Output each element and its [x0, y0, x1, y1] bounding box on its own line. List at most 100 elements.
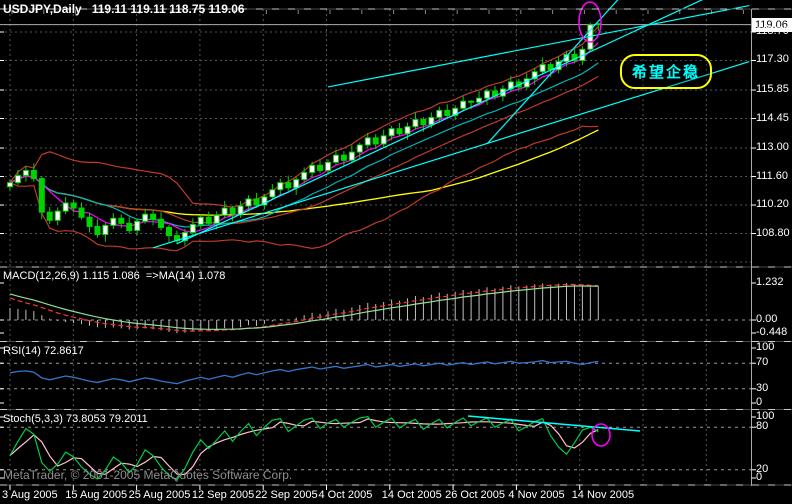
- macd-signal-line: [9, 283, 599, 332]
- annotation-text-box[interactable]: 希望企稳: [620, 54, 713, 89]
- candle-body: [110, 217, 117, 226]
- ma-mid-line: [9, 62, 599, 228]
- candle-body: [126, 222, 133, 231]
- rsi-axis-label: 100: [756, 341, 775, 353]
- candle-body: [134, 220, 141, 231]
- watermark: MetaTrader, © 2001-2005 MetaQuotes Softw…: [3, 468, 293, 482]
- date-axis-label: 4 Nov 2005: [508, 489, 565, 501]
- candle-body: [539, 64, 546, 73]
- stoch-axis-label: 20: [756, 462, 769, 475]
- candle-body: [277, 182, 284, 191]
- trendline: [176, 0, 704, 245]
- rsi-line: [9, 359, 599, 385]
- candle-body: [332, 154, 339, 163]
- rsi-axis-label: 0: [756, 396, 763, 408]
- price-axis-label: 118.70: [756, 25, 789, 37]
- rsi-axis-label: 70: [756, 356, 769, 369]
- candle-body: [301, 171, 308, 181]
- ellipse-marker: [591, 423, 611, 447]
- candle-body: [38, 178, 45, 213]
- stoch-signal-line: [9, 418, 599, 476]
- price-axis-label: 115.85: [756, 83, 789, 96]
- candle-body: [340, 154, 347, 161]
- candle-body: [245, 198, 252, 207]
- candle-body: [396, 128, 403, 135]
- candle-body: [460, 100, 467, 109]
- bollinger-middle-line: [9, 75, 599, 225]
- candle-body: [221, 207, 228, 216]
- ellipse-marker: [578, 1, 602, 43]
- candle-body: [452, 107, 459, 116]
- candle-body: [118, 217, 125, 224]
- candle-body: [14, 175, 21, 184]
- candle-body: [484, 90, 490, 99]
- candle-body: [444, 109, 451, 116]
- candle-body: [46, 211, 53, 221]
- date-axis-label: 4 Oct 2005: [318, 489, 373, 501]
- candle-body: [142, 213, 149, 222]
- candle-body: [62, 202, 69, 212]
- trendline: [486, 0, 619, 145]
- stoch-axis-label: 80: [756, 420, 769, 433]
- stoch-axis-label: 0: [756, 471, 763, 483]
- candle-body: [356, 144, 363, 153]
- candle-body: [261, 196, 268, 206]
- price-axis-label: 111.60: [756, 169, 789, 182]
- candle-body: [372, 137, 379, 145]
- trendline: [152, 60, 750, 249]
- candle-body: [325, 161, 331, 171]
- candle-body: [213, 214, 220, 224]
- stoch-trendline: [467, 415, 641, 432]
- candle-body: [269, 189, 276, 198]
- rsi-axis-label: 30: [756, 381, 769, 394]
- macd-axis-label: 0.00: [756, 313, 778, 325]
- date-axis-label: 14 Oct 2005: [381, 489, 442, 501]
- chart-title: USDJPY,Daily 119.11 119.11 118.75 119.06: [3, 2, 245, 16]
- date-axis-label: 26 Oct 2005: [445, 489, 506, 501]
- candle-body: [348, 151, 355, 161]
- candle-body: [531, 71, 538, 80]
- candle-body: [86, 216, 93, 227]
- trendline: [327, 4, 750, 88]
- candle-body: [476, 97, 483, 103]
- candle-body: [436, 109, 443, 118]
- macd-indicator-label: MACD(12,26,9) 1.115 1.086 =>MA(14) 1.078: [3, 270, 226, 282]
- date-axis-label: 14 Nov 2005: [571, 489, 635, 501]
- price-axis-label: 108.80: [756, 226, 790, 239]
- candle-body: [317, 164, 324, 171]
- bollinger-lower-line: [9, 125, 599, 252]
- candle-body: [166, 226, 172, 237]
- candle-body: [380, 135, 387, 145]
- candle-body: [189, 223, 196, 234]
- stoch-axis-label: 100: [756, 410, 775, 422]
- candle-body: [150, 213, 157, 220]
- price-axis[interactable]: 119.06 118.70 117.30 115.85 114.45 113.00 111…: [752, 0, 792, 486]
- price-axis-label: 110.20: [756, 198, 789, 211]
- candle-body: [54, 210, 61, 221]
- candle-body: [158, 218, 165, 228]
- candle-body: [197, 216, 204, 225]
- price-axis-label: 114.45: [756, 111, 789, 124]
- time-axis[interactable]: 3 Aug 2005 15 Aug 2005 25 Aug 2005 12 Sep 2…: [0, 486, 792, 504]
- price-axis-label: 117.30: [756, 53, 789, 66]
- candle-body: [309, 164, 316, 173]
- candle-body: [205, 216, 212, 224]
- date-axis-label: 12 Sep 2005: [191, 489, 255, 501]
- candle-body: [70, 202, 77, 209]
- candle-body: [30, 169, 37, 180]
- candle-body: [412, 119, 419, 128]
- candle-body: [253, 198, 260, 206]
- candle-body: [428, 116, 435, 126]
- stoch-main-line: [9, 415, 599, 481]
- candle-body: [468, 100, 475, 103]
- candle-body: [420, 119, 427, 126]
- stoch-indicator-label: Stoch(5,3,3) 73.8053 79.2011: [3, 413, 148, 425]
- candle-body: [7, 182, 13, 188]
- candle-body: [229, 207, 236, 215]
- macd-axis-label: -0.448: [756, 326, 788, 338]
- candle-body: [364, 137, 371, 146]
- candle-body: [285, 182, 292, 189]
- date-axis-label: 25 Aug 2005: [128, 489, 191, 501]
